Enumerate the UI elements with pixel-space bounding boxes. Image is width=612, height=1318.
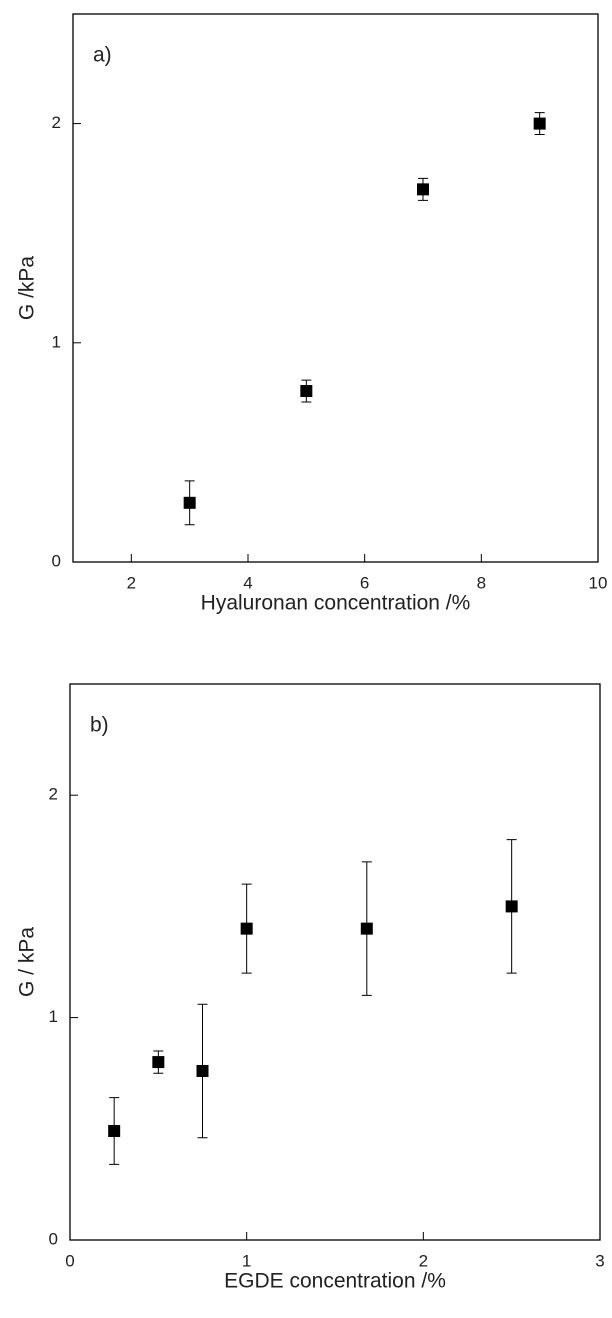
- x-tick-label: 2: [419, 1251, 428, 1270]
- data-point: [240, 922, 253, 935]
- x-tick-label: 8: [477, 573, 486, 592]
- data-point: [196, 1064, 209, 1077]
- y-tick-label: 1: [52, 332, 61, 351]
- panel-label: b): [90, 714, 109, 737]
- x-tick-label: 1: [242, 1251, 251, 1270]
- plot-frame: [69, 683, 601, 1241]
- x-tick-label: 3: [595, 1251, 604, 1270]
- data-point: [152, 1056, 165, 1069]
- data-point: [108, 1125, 121, 1138]
- panel-label: a): [93, 44, 112, 67]
- data-point: [417, 183, 429, 196]
- x-axis-label: EGDE concentration /%: [224, 1270, 446, 1293]
- x-tick-label: 2: [127, 573, 136, 592]
- y-tick-label: 0: [52, 551, 61, 570]
- plot-frame: [72, 13, 599, 563]
- y-tick-label: 0: [49, 1229, 58, 1248]
- data-point: [533, 117, 546, 130]
- data-point: [505, 900, 518, 913]
- y-axis-label: G / kPa: [16, 927, 39, 997]
- data-point: [360, 922, 373, 935]
- x-tick-label: 6: [360, 573, 369, 592]
- y-tick-label: 2: [49, 785, 58, 804]
- data-point: [183, 496, 196, 509]
- x-axis-label: Hyaluronan concentration /%: [201, 592, 471, 615]
- y-axis-label: G /kPa: [16, 256, 39, 321]
- x-tick-label: 10: [589, 573, 608, 592]
- data-point: [300, 385, 313, 398]
- y-tick-label: 1: [49, 1007, 58, 1026]
- x-tick-label: 4: [243, 573, 252, 592]
- y-tick-label: 2: [52, 113, 61, 132]
- x-tick-label: 0: [65, 1251, 74, 1270]
